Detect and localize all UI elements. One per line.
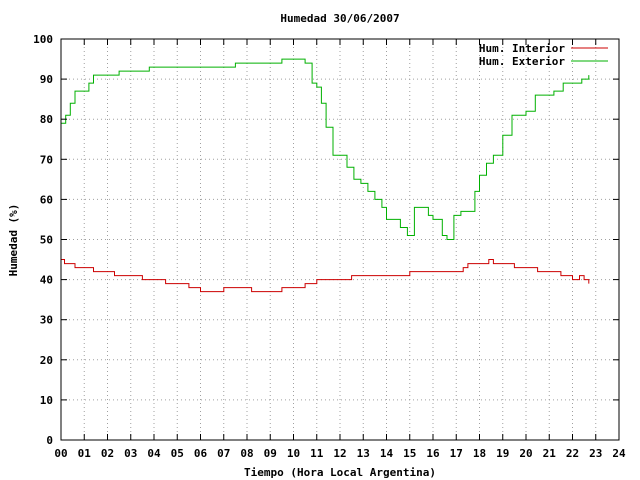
x-tick-label: 20 [519, 447, 532, 460]
y-tick-label: 70 [40, 153, 53, 166]
y-tick-label: 90 [40, 73, 53, 86]
y-tick-label: 20 [40, 354, 53, 367]
x-tick-label: 10 [287, 447, 300, 460]
x-tick-label: 17 [450, 447, 463, 460]
legend-label: Hum. Exterior [479, 55, 565, 68]
y-axis-label: Humedad (%) [7, 204, 20, 277]
y-tick-label: 40 [40, 274, 53, 287]
x-tick-label: 09 [264, 447, 277, 460]
axis-ticks: 00 01 02 03 04 05 06 07 08 09 10 11 12 13 14 15 16 17 18 19… [33, 33, 626, 460]
series-line-interior [61, 259, 590, 293]
x-tick-label: 04 [147, 447, 161, 460]
chart-title: Humedad 30/06/2007 [280, 12, 399, 25]
x-tick-label: 23 [589, 447, 602, 460]
y-tick-label: 10 [40, 394, 53, 407]
x-tick-label: 15 [403, 447, 416, 460]
x-tick-label: 06 [194, 447, 208, 460]
x-tick-label: 11 [310, 447, 324, 460]
x-tick-label: 12 [333, 447, 346, 460]
x-tick-label: 13 [357, 447, 370, 460]
x-tick-label: 22 [566, 447, 579, 460]
x-axis-label: Tiempo (Hora Local Argentina) [244, 466, 436, 479]
x-tick-label: 08 [240, 447, 253, 460]
y-tick-label: 30 [40, 314, 53, 327]
y-tick-label: 60 [40, 193, 53, 206]
x-tick-label: 07 [217, 447, 230, 460]
y-tick-label: 100 [33, 33, 53, 46]
y-tick-label: 0 [46, 434, 53, 447]
x-tick-label: 16 [426, 447, 440, 460]
x-tick-label: 02 [101, 447, 114, 460]
grid [61, 39, 619, 440]
series-lines [61, 58, 590, 293]
x-tick-label: 19 [496, 447, 509, 460]
x-tick-label: 14 [380, 447, 394, 460]
x-tick-label: 05 [171, 447, 184, 460]
x-tick-label: 18 [473, 447, 486, 460]
x-tick-label: 01 [78, 447, 92, 460]
x-tick-label: 00 [54, 447, 67, 460]
x-tick-label: 03 [124, 447, 137, 460]
x-tick-label: 21 [543, 447, 557, 460]
series-line-exterior [61, 58, 590, 240]
legend-label: Hum. Interior [479, 42, 565, 55]
y-tick-label: 80 [40, 113, 53, 126]
y-tick-label: 50 [40, 234, 53, 247]
x-tick-label: 24 [612, 447, 626, 460]
